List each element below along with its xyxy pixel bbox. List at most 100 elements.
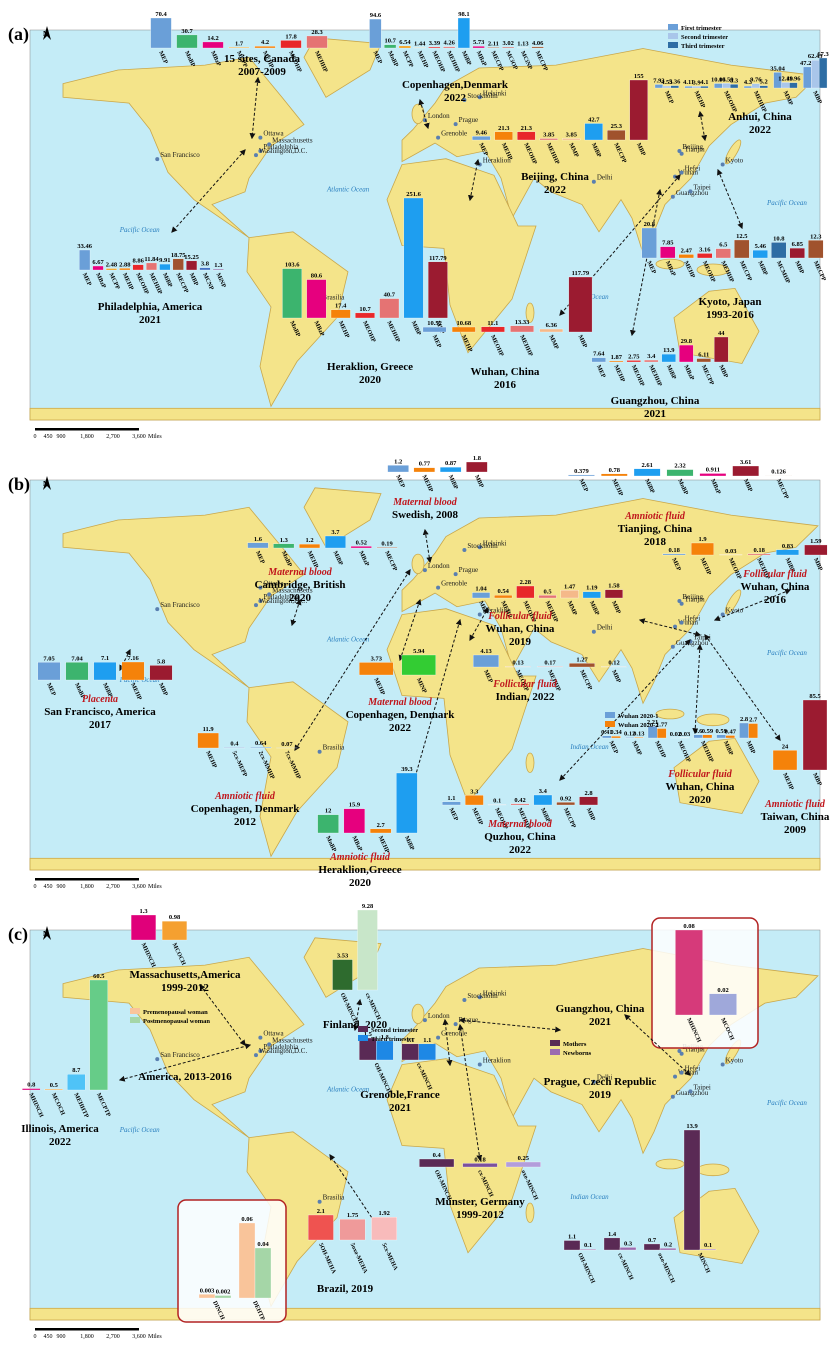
value-label: 1.2 [306, 537, 314, 544]
value-label: 1.87 [611, 354, 623, 361]
bar [376, 1040, 394, 1061]
bar [343, 808, 366, 834]
category-label: MBP [812, 557, 823, 572]
value-label: 0.41 [601, 729, 612, 736]
legend-swatch [550, 1049, 560, 1055]
city-dot [591, 1079, 596, 1084]
category-label: MiBP [643, 478, 655, 494]
year-label: 2018 [644, 536, 667, 548]
bar [579, 1248, 597, 1251]
legend-label: Mothers [563, 1041, 587, 1048]
scale-tick: 1,800 [80, 434, 94, 440]
value-label: 1.3 [381, 1034, 390, 1041]
value-label: 62.43 [808, 53, 823, 60]
value-label: 1.59 [810, 538, 822, 545]
bar [666, 469, 694, 477]
year-label: 2012 [234, 816, 257, 828]
value-label: 42.7 [588, 116, 600, 123]
ocean-label: Pacific Ocean [119, 1126, 160, 1134]
value-label: 0.1 [584, 1242, 592, 1249]
city-dot [679, 1070, 684, 1075]
bar [603, 1237, 621, 1251]
value-label: 0.8 [27, 1082, 36, 1089]
bar [130, 914, 157, 941]
value-label: 2.7 [377, 822, 386, 829]
bar [273, 543, 295, 549]
matrix-label: Follicular fluid [487, 611, 553, 622]
value-label: 33.46 [77, 243, 92, 250]
city-label: Brasilia [323, 294, 346, 302]
value-label: 1.7 [235, 40, 244, 47]
matrix-label: Amniotic fluid [214, 791, 276, 802]
bar [773, 72, 782, 89]
bar [582, 591, 601, 599]
bar [306, 279, 327, 319]
category-label: MiBP [665, 364, 677, 380]
bar [247, 542, 269, 549]
location-label: San Francisco, America [44, 706, 156, 718]
bar [789, 247, 805, 259]
bar [702, 734, 713, 739]
bar [308, 1214, 334, 1241]
north-arrow [43, 926, 51, 940]
bar [371, 1216, 397, 1241]
north-arrow [43, 26, 51, 40]
bar [584, 123, 603, 141]
value-label: 18.75 [171, 252, 186, 259]
bar [659, 1248, 677, 1251]
bar [186, 260, 198, 271]
year-label: 2017 [89, 719, 112, 731]
location-label: Cambridge, British [254, 579, 345, 591]
value-label: 3.7 [331, 529, 340, 536]
legend-swatch [605, 712, 615, 718]
value-label: 103.6 [285, 262, 300, 269]
city-dot [453, 1022, 458, 1027]
city-dot [462, 97, 467, 102]
bar [747, 553, 771, 556]
location-label: Massachusetts,America [130, 969, 241, 981]
value-label: 2.21 [647, 719, 658, 726]
bar [803, 66, 812, 89]
category-label: MBP [717, 364, 728, 379]
category-label: MiBP [332, 550, 344, 566]
value-label: 0.06 [241, 1216, 253, 1223]
bar [539, 138, 558, 141]
scale-tick: 0 [34, 434, 37, 440]
value-label: 0.12 [608, 660, 619, 667]
matrix-label: Maternal blood [267, 567, 333, 578]
value-label: 0.02 [670, 731, 681, 738]
bar [249, 747, 272, 749]
bar [387, 465, 409, 473]
value-label: 0.64 [255, 740, 267, 747]
category-label: MiBP [590, 142, 602, 158]
arrow [457, 1023, 483, 1162]
city-dot [453, 122, 458, 127]
location-label: Grenoble,France [360, 1089, 440, 1101]
value-label: 21.3 [521, 125, 533, 132]
arrow [717, 168, 743, 230]
bar [692, 86, 701, 89]
ocean-label: Pacific Ocean [766, 1099, 807, 1107]
value-label: 0.54 [498, 588, 510, 595]
value-label: 39.3 [401, 766, 413, 773]
bar [751, 83, 760, 89]
value-label: 117.79 [429, 255, 447, 262]
bar [700, 86, 709, 89]
category-label: MMP [547, 334, 559, 350]
city-label: Hefei [685, 615, 701, 623]
value-label: 2.47 [681, 247, 693, 254]
value-label: 1.1 [423, 1037, 431, 1044]
bar [629, 79, 648, 141]
bar [568, 474, 595, 477]
value-label: 0.6 [694, 728, 703, 735]
bar [472, 592, 491, 599]
scale-tick: 0 [34, 884, 37, 890]
value-label: 11.9 [203, 726, 215, 733]
value-label: 5.8 [157, 658, 166, 665]
city-label: Prague [459, 116, 478, 124]
value-label: 3.61 [740, 459, 751, 466]
value-label: 3.3 [470, 788, 479, 795]
value-label: 4.13 [480, 648, 492, 655]
bar [418, 1043, 436, 1061]
bar [533, 794, 553, 806]
